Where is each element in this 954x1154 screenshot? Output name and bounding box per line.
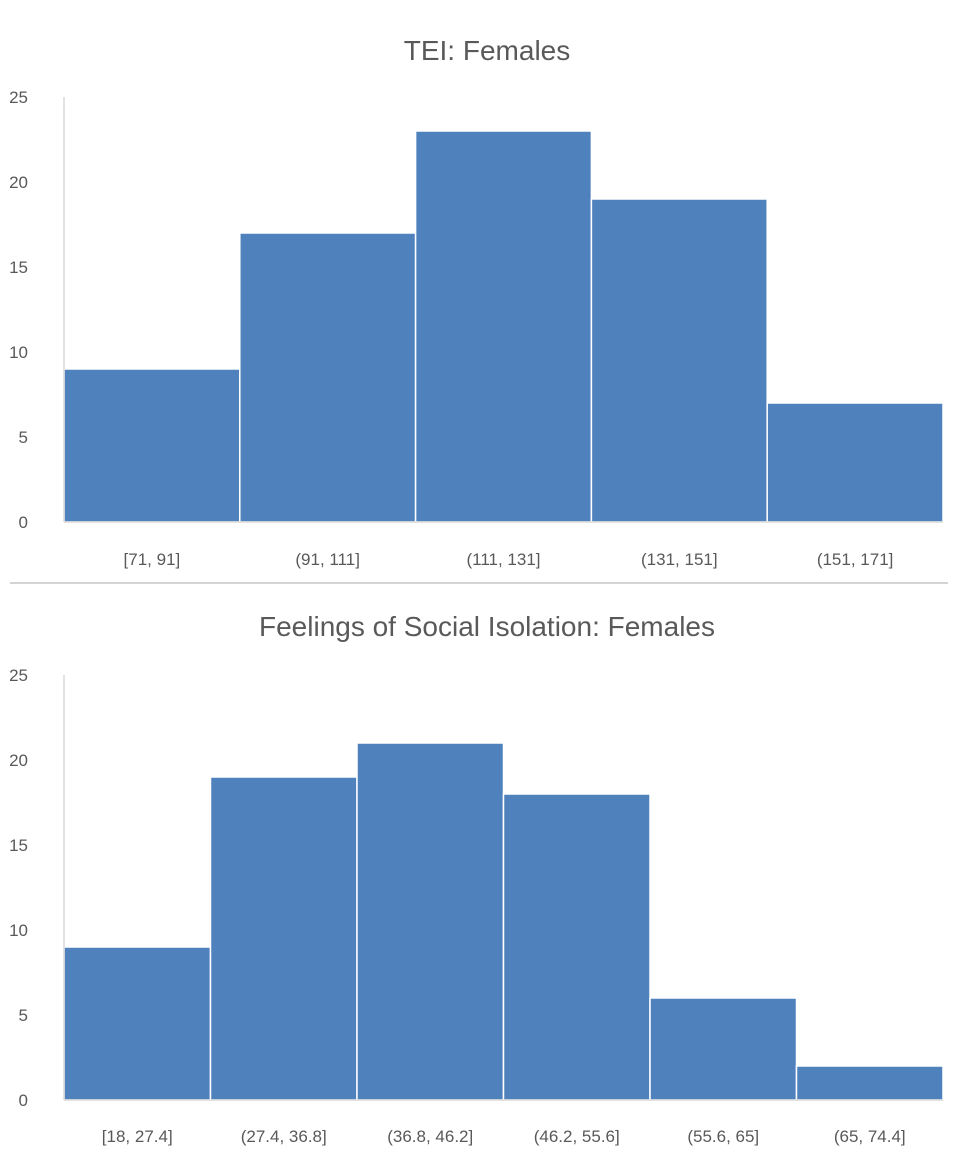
x-tick-label: (55.6, 65] bbox=[687, 1127, 759, 1146]
y-tick-label: 10 bbox=[9, 921, 28, 940]
x-tick-label: (27.4, 36.8] bbox=[241, 1127, 327, 1146]
x-tick-label: (91, 111] bbox=[295, 550, 360, 569]
bar bbox=[239, 232, 417, 523]
x-tick-label: (46.2, 55.6] bbox=[534, 1127, 620, 1146]
bar bbox=[502, 793, 651, 1101]
y-tick-label: 0 bbox=[19, 1091, 28, 1110]
x-tick-label: (111, 131] bbox=[466, 550, 540, 569]
chart-social-isolation-females: Feelings of Social Isolation: Females 0 5… bbox=[9, 611, 944, 1146]
x-tick-label: (36.8, 46.2] bbox=[387, 1127, 473, 1146]
bar bbox=[209, 776, 358, 1101]
y-axis-ticks: 0 5 10 15 20 25 bbox=[9, 88, 28, 532]
chart-title: Feelings of Social Isolation: Females bbox=[259, 611, 715, 642]
bar bbox=[649, 997, 798, 1101]
y-tick-label: 15 bbox=[9, 258, 28, 277]
axes bbox=[63, 97, 943, 523]
x-tick-label: (65, 74.4] bbox=[834, 1127, 906, 1146]
y-tick-label: 0 bbox=[19, 513, 28, 532]
y-tick-label: 20 bbox=[9, 173, 28, 192]
y-tick-label: 10 bbox=[9, 343, 28, 362]
axes bbox=[63, 675, 943, 1101]
chart-title: TEI: Females bbox=[404, 35, 570, 66]
y-tick-label: 5 bbox=[19, 428, 28, 447]
y-axis-ticks: 0 5 10 15 20 25 bbox=[9, 666, 28, 1110]
chart-tei-females: TEI: Females 0 5 10 15 20 25 [71, 91] (91, 111… bbox=[9, 35, 944, 569]
bar bbox=[63, 946, 212, 1101]
x-tick-label: [18, 27.4] bbox=[102, 1127, 173, 1146]
bar bbox=[414, 130, 593, 523]
bar bbox=[795, 1065, 944, 1101]
bar bbox=[590, 198, 768, 523]
x-tick-label: (151, 171] bbox=[817, 550, 894, 569]
bar bbox=[766, 402, 944, 523]
x-tick-label: [71, 91] bbox=[124, 550, 181, 569]
x-axis-ticks: [18, 27.4] (27.4, 36.8] (36.8, 46.2] (46.2,… bbox=[102, 1127, 906, 1146]
bar bbox=[356, 742, 505, 1101]
bar bbox=[63, 368, 241, 523]
bars bbox=[63, 742, 944, 1101]
y-tick-label: 20 bbox=[9, 751, 28, 770]
x-axis-ticks: [71, 91] (91, 111] (111, 131] (131, 151] (15… bbox=[124, 550, 894, 569]
y-tick-label: 15 bbox=[9, 836, 28, 855]
x-tick-label: (131, 151] bbox=[641, 550, 718, 569]
y-tick-label: 5 bbox=[19, 1006, 28, 1025]
y-tick-label: 25 bbox=[9, 666, 28, 685]
y-tick-label: 25 bbox=[9, 88, 28, 107]
